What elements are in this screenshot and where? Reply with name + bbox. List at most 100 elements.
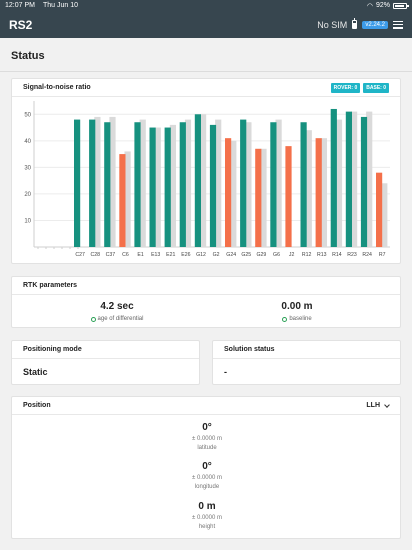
rover-bar bbox=[330, 108, 337, 247]
y-tick-label: 10 bbox=[24, 218, 31, 224]
x-tick-label: E1 bbox=[137, 252, 143, 258]
x-tick-label: R24 bbox=[362, 252, 372, 258]
height-error: ± 0.0000 m bbox=[192, 515, 222, 521]
positioning-mode-header: Positioning mode bbox=[12, 341, 199, 359]
rtk-card: RTK parameters 4.2 sec age of differenti… bbox=[11, 276, 401, 328]
base-bar bbox=[305, 130, 312, 247]
base-bar bbox=[154, 127, 161, 247]
base-bar bbox=[94, 116, 101, 247]
x-tick-label: R23 bbox=[347, 252, 357, 258]
age-label: age of differential bbox=[97, 316, 144, 322]
base-bar bbox=[245, 122, 252, 247]
clock: 12:07 PM bbox=[5, 2, 35, 9]
base-badge[interactable]: BASE: 0 bbox=[363, 82, 389, 93]
rover-bar bbox=[225, 138, 232, 247]
rover-bar bbox=[285, 146, 292, 247]
x-tick-label: R14 bbox=[332, 252, 342, 258]
y-tick-label: 30 bbox=[24, 165, 31, 171]
x-tick-label: C27 bbox=[75, 252, 85, 258]
latitude-value: 0° bbox=[202, 422, 212, 433]
solution-status-value: - bbox=[224, 367, 227, 377]
base-bar bbox=[109, 116, 116, 247]
x-tick-label: J2 bbox=[289, 252, 295, 258]
x-tick-label: R12 bbox=[302, 252, 312, 258]
rover-bar bbox=[360, 116, 368, 247]
latitude-error: ± 0.0000 m bbox=[192, 436, 222, 442]
status-ok-icon bbox=[90, 316, 96, 322]
base-bar bbox=[320, 138, 327, 247]
format-selector[interactable]: LLH bbox=[366, 401, 390, 409]
x-tick-label: G25 bbox=[241, 252, 251, 258]
base-bar bbox=[335, 119, 343, 247]
height-block: 0 m ± 0.0000 m height bbox=[12, 501, 402, 530]
rover-bar bbox=[74, 119, 81, 247]
x-tick-label: R7 bbox=[379, 252, 386, 258]
y-tick-label: 50 bbox=[24, 112, 31, 118]
device-battery-icon bbox=[393, 2, 409, 9]
x-tick-label: R13 bbox=[317, 252, 327, 258]
app-bar: RS2 No SIM v2.24.2 bbox=[0, 11, 412, 38]
divider bbox=[0, 71, 412, 72]
x-tick-label: C37 bbox=[106, 252, 116, 258]
x-tick-label: G12 bbox=[196, 252, 206, 258]
latitude-block: 0° ± 0.0000 m latitude bbox=[12, 422, 402, 451]
base-bar bbox=[230, 140, 237, 247]
rover-bar bbox=[315, 138, 322, 247]
menu-icon[interactable] bbox=[393, 20, 403, 29]
baseline-value: 0.00 m bbox=[281, 301, 313, 312]
position-card: Position LLH 0° ± 0.0000 m latitude 0° ±… bbox=[11, 396, 401, 539]
wifi-icon: ◠ bbox=[366, 2, 373, 10]
solution-status-title: Solution status bbox=[224, 346, 275, 353]
rover-bar bbox=[134, 122, 141, 247]
date: Thu Jun 10 bbox=[42, 2, 78, 9]
base-bar bbox=[215, 119, 222, 247]
solution-status-card: Solution status - bbox=[212, 340, 401, 385]
page-title: Status bbox=[11, 50, 45, 62]
version-badge[interactable]: v2.24.2 bbox=[362, 20, 388, 29]
x-tick-label: C28 bbox=[91, 252, 101, 258]
base-bar bbox=[275, 119, 282, 247]
x-tick-label: E26 bbox=[181, 252, 190, 258]
base-bar bbox=[124, 151, 131, 247]
x-tick-label: G2 bbox=[213, 252, 220, 258]
latitude-label: latitude bbox=[197, 445, 217, 451]
base-bar bbox=[366, 111, 373, 247]
app-title: RS2 bbox=[9, 17, 33, 32]
x-tick-label: G24 bbox=[226, 252, 236, 258]
position-title: Position bbox=[23, 402, 51, 409]
base-bar bbox=[351, 111, 358, 247]
longitude-error: ± 0.0000 m bbox=[192, 475, 222, 481]
status-ok-icon bbox=[282, 316, 288, 322]
rover-bar bbox=[300, 122, 307, 247]
longitude-block: 0° ± 0.0000 m longitude bbox=[12, 461, 402, 490]
rover-bar bbox=[149, 127, 156, 247]
height-label: height bbox=[198, 524, 216, 530]
rover-badge[interactable]: ROVER: 0 bbox=[330, 82, 361, 93]
x-tick-label: E21 bbox=[166, 252, 175, 258]
rover-bar bbox=[89, 119, 96, 247]
base-bar bbox=[169, 124, 176, 247]
snr-card: Signal-to-noise ratio ROVER: 0 BASE: 0 1… bbox=[11, 78, 401, 264]
rover-bar bbox=[104, 122, 111, 247]
rover-bar bbox=[345, 111, 352, 247]
battery-percent: 92% bbox=[375, 2, 390, 9]
snr-card-header: Signal-to-noise ratio ROVER: 0 BASE: 0 bbox=[12, 79, 400, 97]
chevron-down-icon bbox=[384, 401, 390, 408]
rover-bar bbox=[164, 127, 171, 247]
y-tick-label: 40 bbox=[24, 139, 31, 145]
x-tick-label: C6 bbox=[122, 252, 129, 258]
snr-chart: 10 20 30 40 50 C27 C28 C37 C6 E1 E13 E21 E26 G12 G2 G24… bbox=[24, 101, 390, 258]
device-status-bar: 12:07 PM Thu Jun 10 ◠ 92% bbox=[0, 0, 412, 11]
rtk-card-header: RTK parameters bbox=[12, 277, 400, 295]
rover-bar bbox=[179, 122, 186, 247]
base-bar bbox=[184, 119, 192, 247]
receiver-battery-icon bbox=[352, 18, 358, 29]
rover-bar bbox=[240, 119, 247, 247]
rover-bar bbox=[194, 114, 201, 247]
rover-bar bbox=[270, 122, 277, 247]
sim-status: No SIM bbox=[317, 19, 348, 30]
longitude-label: longitude bbox=[194, 484, 220, 490]
positioning-mode-card: Positioning mode Static bbox=[11, 340, 200, 385]
baseline-label: baseline bbox=[289, 316, 312, 322]
snr-title: Signal-to-noise ratio bbox=[23, 84, 91, 91]
